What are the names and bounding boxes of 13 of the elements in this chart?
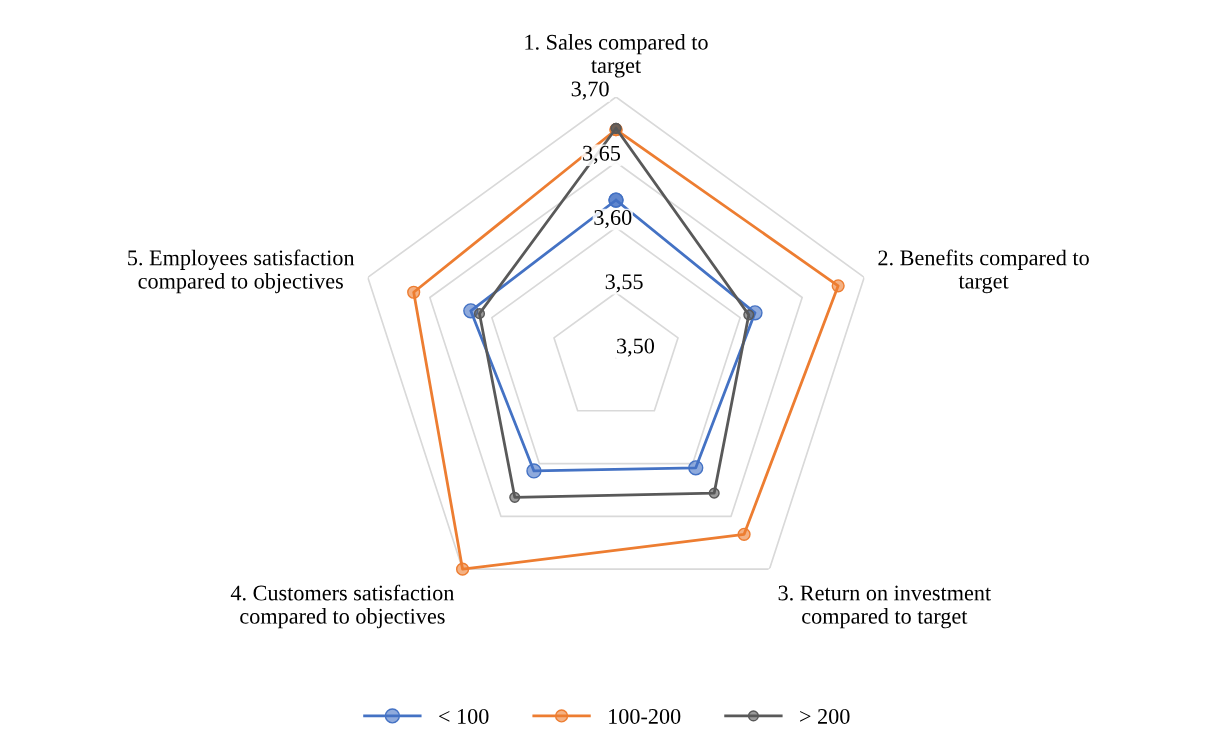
y-tick-label: 3,50 (617, 338, 655, 357)
y-tick-label: 3,55 (605, 274, 643, 293)
spoke-label: 1. Sales compared to target (525, 34, 708, 78)
spoke-label: 5. Employees satisfaction compared to objectives (128, 249, 355, 294)
legend-label: > 200 (800, 708, 850, 724)
legend-label: < 100 (439, 708, 489, 724)
spoke-label: 2. Benefits compared to target (878, 249, 1089, 294)
spoke-label: 4. Customers satisfaction compared to objectives (230, 584, 455, 629)
y-tick-label: 3,65 (583, 145, 621, 164)
y-tick-label: 3,70 (571, 81, 609, 100)
y-tick-label: 3,60 (594, 209, 632, 229)
spoke-label: 3. Return on investment compared to target (778, 585, 991, 629)
legend-label: 100-200 (609, 708, 681, 724)
